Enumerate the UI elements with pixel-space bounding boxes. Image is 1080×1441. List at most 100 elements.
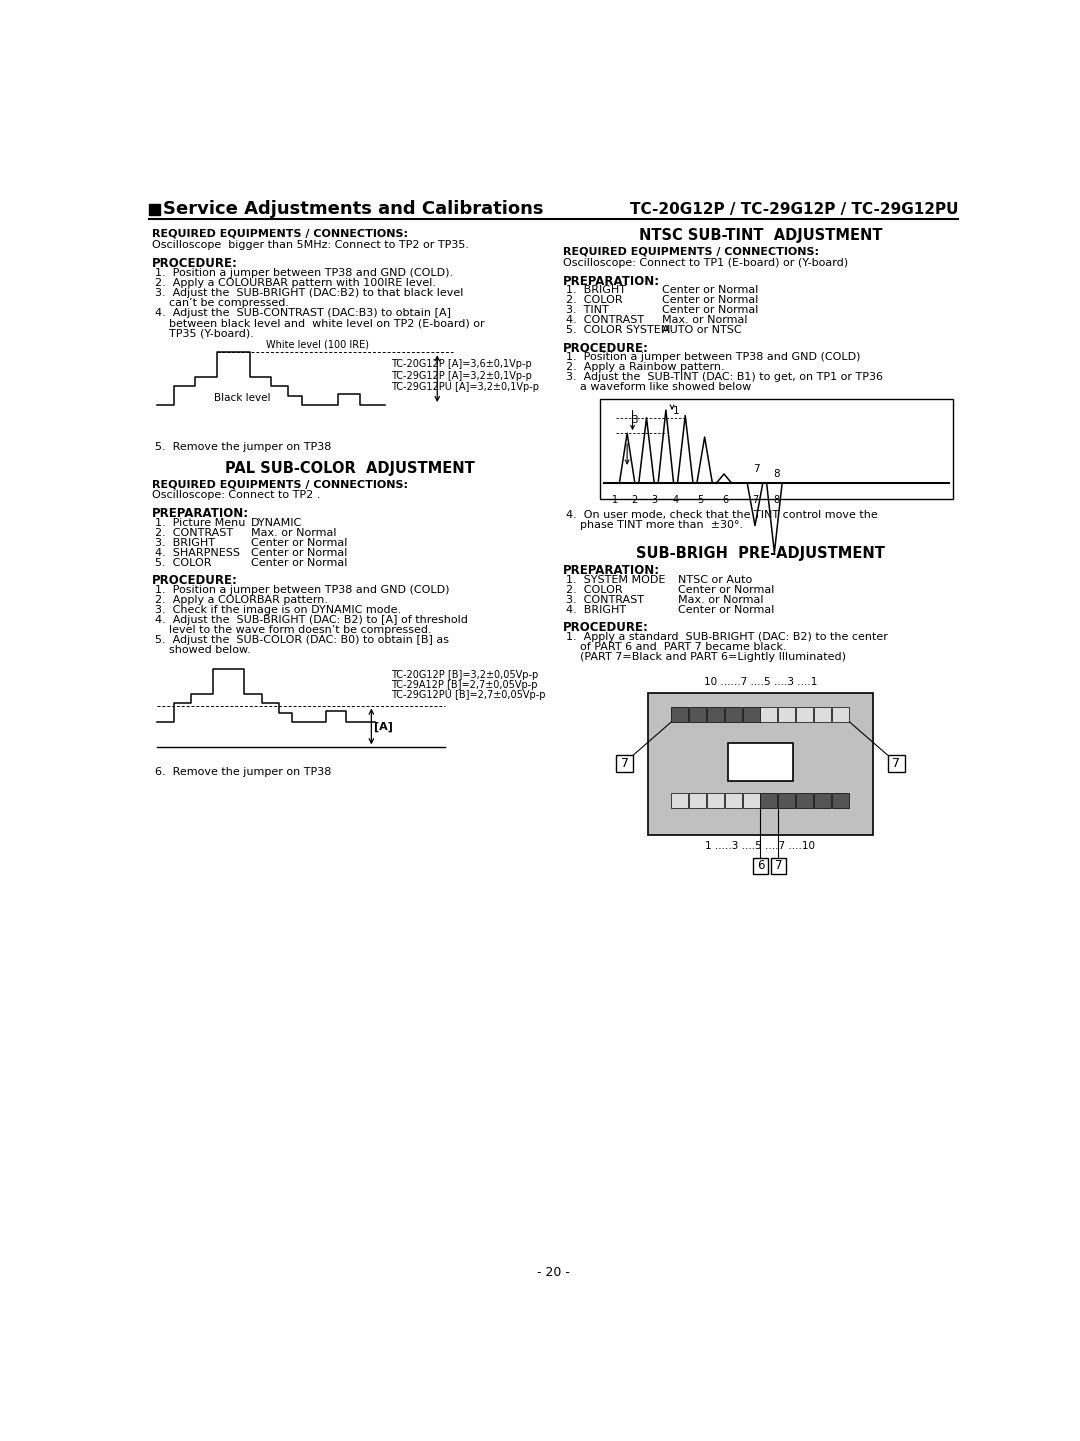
Bar [779,793,795,808]
Text: PREPARATION:: PREPARATION: [152,507,249,520]
Text: REQUIRED EQUIPMENTS / CONNECTIONS:: REQUIRED EQUIPMENTS / CONNECTIONS: [152,480,408,490]
Text: AUTO or NTSC: AUTO or NTSC [662,326,742,336]
Text: PROCEDURE:: PROCEDURE: [563,621,649,634]
Bar [770,859,786,873]
Text: 3.  Adjust the  SUB-TINT (DAC: B1) to get, on TP1 or TP36: 3. Adjust the SUB-TINT (DAC: B1) to get,… [566,372,883,382]
Text: 1.  BRIGHT: 1. BRIGHT [566,285,626,295]
Text: 1.  Apply a standard  SUB-BRIGHT (DAC: B2) to the center: 1. Apply a standard SUB-BRIGHT (DAC: B2)… [566,631,888,641]
Text: 3.  TINT: 3. TINT [566,305,609,316]
Bar [832,706,849,722]
Text: phase TINT more than  ±30°.: phase TINT more than ±30°. [566,520,743,530]
Text: showed below.: showed below. [156,646,251,654]
Text: TC-29G12P [A]=3,2±0,1Vp-p: TC-29G12P [A]=3,2±0,1Vp-p [391,370,531,380]
Text: Oscilloscope: Connect to TP2 .: Oscilloscope: Connect to TP2 . [152,490,321,500]
Text: TC-20G12P [A]=3,6±0,1Vp-p: TC-20G12P [A]=3,6±0,1Vp-p [391,359,531,369]
Text: 2: 2 [632,494,638,504]
Text: REQUIRED EQUIPMENTS / CONNECTIONS:: REQUIRED EQUIPMENTS / CONNECTIONS: [563,246,819,256]
Text: Service Adjustments and Calibrations: Service Adjustments and Calibrations [163,200,543,218]
Text: Center or Normal: Center or Normal [677,585,774,595]
Text: 7: 7 [892,757,900,769]
Text: 2.  Apply a COLOURBAR pattern with 100IRE level.: 2. Apply a COLOURBAR pattern with 100IRE… [156,278,436,288]
Bar [648,693,873,836]
Text: 5.  Adjust the  SUB-COLOR (DAC: B0) to obtain [B] as: 5. Adjust the SUB-COLOR (DAC: B0) to obt… [156,635,449,646]
Text: 3.  BRIGHT: 3. BRIGHT [156,537,215,548]
Text: 2.  CONTRAST: 2. CONTRAST [156,527,233,537]
Text: between black level and  white level on TP2 (E-board) or: between black level and white level on T… [156,318,485,329]
Text: 1.  SYSTEM MODE: 1. SYSTEM MODE [566,575,665,585]
Text: PREPARATION:: PREPARATION: [563,563,660,576]
Text: 7: 7 [621,757,629,769]
Text: 4.  BRIGHT: 4. BRIGHT [566,605,626,615]
Text: 4: 4 [673,494,679,504]
Text: 6: 6 [757,859,765,872]
Text: PROCEDURE:: PROCEDURE: [152,574,238,586]
Text: Max. or Normal: Max. or Normal [677,595,762,605]
Bar [753,859,768,873]
Bar [796,793,813,808]
Bar [832,793,849,808]
Text: 6: 6 [723,494,729,504]
Text: Black level: Black level [214,393,270,403]
Text: TC-20G12P / TC-29G12P / TC-29G12PU: TC-20G12P / TC-29G12P / TC-29G12PU [630,202,958,216]
Text: TC-29G12PU [A]=3,2±0,1Vp-p: TC-29G12PU [A]=3,2±0,1Vp-p [391,382,539,392]
Bar [149,203,160,215]
Bar [888,755,905,772]
Bar [707,706,724,722]
Text: 2.  Apply a COLORBAR pattern.: 2. Apply a COLORBAR pattern. [156,595,328,605]
Text: TC-29A12P [B]=2,7±0,05Vp-p: TC-29A12P [B]=2,7±0,05Vp-p [391,680,537,690]
Text: Oscilloscope: Connect to TP1 (E-board) or (Y-board): Oscilloscope: Connect to TP1 (E-board) o… [563,258,848,268]
Text: Oscilloscope  bigger than 5MHz: Connect to TP2 or TP35.: Oscilloscope bigger than 5MHz: Connect t… [152,239,469,249]
Text: 5.  COLOR SYSTEM: 5. COLOR SYSTEM [566,326,671,336]
Text: Center or Normal: Center or Normal [662,285,758,295]
Text: 1.  Picture Menu: 1. Picture Menu [156,517,245,527]
Text: Center or Normal: Center or Normal [252,548,348,558]
Text: 3: 3 [632,415,638,425]
Text: PROCEDURE:: PROCEDURE: [152,256,238,269]
Text: DYNAMIC: DYNAMIC [252,517,302,527]
Bar [689,793,706,808]
Bar [814,793,831,808]
Text: 4.  CONTRAST: 4. CONTRAST [566,316,644,326]
Text: (PART 7=Black and PART 6=Lightly Illuminated): (PART 7=Black and PART 6=Lightly Illumin… [566,651,846,661]
Text: TP35 (Y-board).: TP35 (Y-board). [156,329,254,339]
Bar [743,706,759,722]
Text: 2.  COLOR: 2. COLOR [566,585,622,595]
Text: 3: 3 [651,494,658,504]
Text: of PART 6 and  PART 7 became black.: of PART 6 and PART 7 became black. [566,641,786,651]
Text: Center or Normal: Center or Normal [252,558,348,568]
Text: 1.  Position a jumper between TP38 and GND (COLD): 1. Position a jumper between TP38 and GN… [156,585,449,595]
Text: level to the wave form doesn’t be compressed.: level to the wave form doesn’t be compre… [156,625,432,635]
Text: 1.  Position a jumper between TP38 and GND (COLD): 1. Position a jumper between TP38 and GN… [566,353,861,362]
Text: PROCEDURE:: PROCEDURE: [563,342,649,354]
Bar [760,793,778,808]
Bar [600,399,953,499]
Text: PREPARATION:: PREPARATION: [563,275,660,288]
Text: 4.  Adjust the  SUB-CONTRAST (DAC:B3) to obtain [A]: 4. Adjust the SUB-CONTRAST (DAC:B3) to o… [156,308,451,318]
Text: 10 ......7 ....5 ....3 ....1: 10 ......7 ....5 ....3 ....1 [704,676,818,686]
Text: 3.  Check if the image is on DYNAMIC mode.: 3. Check if the image is on DYNAMIC mode… [156,605,402,615]
Text: Max. or Normal: Max. or Normal [252,527,337,537]
Text: 5.  Remove the jumper on TP38: 5. Remove the jumper on TP38 [156,441,332,451]
Text: 4.  SHARPNESS: 4. SHARPNESS [156,548,240,558]
Text: NTSC SUB-TINT  ADJUSTMENT: NTSC SUB-TINT ADJUSTMENT [638,228,882,244]
Bar [725,706,742,722]
Text: 5: 5 [698,494,704,504]
Text: Max. or Normal: Max. or Normal [662,316,747,326]
Text: 7: 7 [752,494,758,504]
Text: Center or Normal: Center or Normal [252,537,348,548]
Text: White level (100 IRE): White level (100 IRE) [266,339,368,349]
Bar [814,706,831,722]
Text: 7: 7 [774,859,782,872]
Text: a waveform like showed below: a waveform like showed below [566,382,752,392]
Bar [707,793,724,808]
Text: 4.  On user mode, check that the TINT control move the: 4. On user mode, check that the TINT con… [566,510,878,520]
Bar [779,706,795,722]
Bar [760,706,778,722]
Bar [725,793,742,808]
Bar [672,793,688,808]
Text: 2.  COLOR: 2. COLOR [566,295,622,305]
Text: PAL SUB-COLOR  ADJUSTMENT: PAL SUB-COLOR ADJUSTMENT [225,461,474,476]
Bar [796,706,813,722]
Text: 7: 7 [753,464,760,474]
Text: 1.  Position a jumper between TP38 and GND (COLD).: 1. Position a jumper between TP38 and GN… [156,268,454,278]
